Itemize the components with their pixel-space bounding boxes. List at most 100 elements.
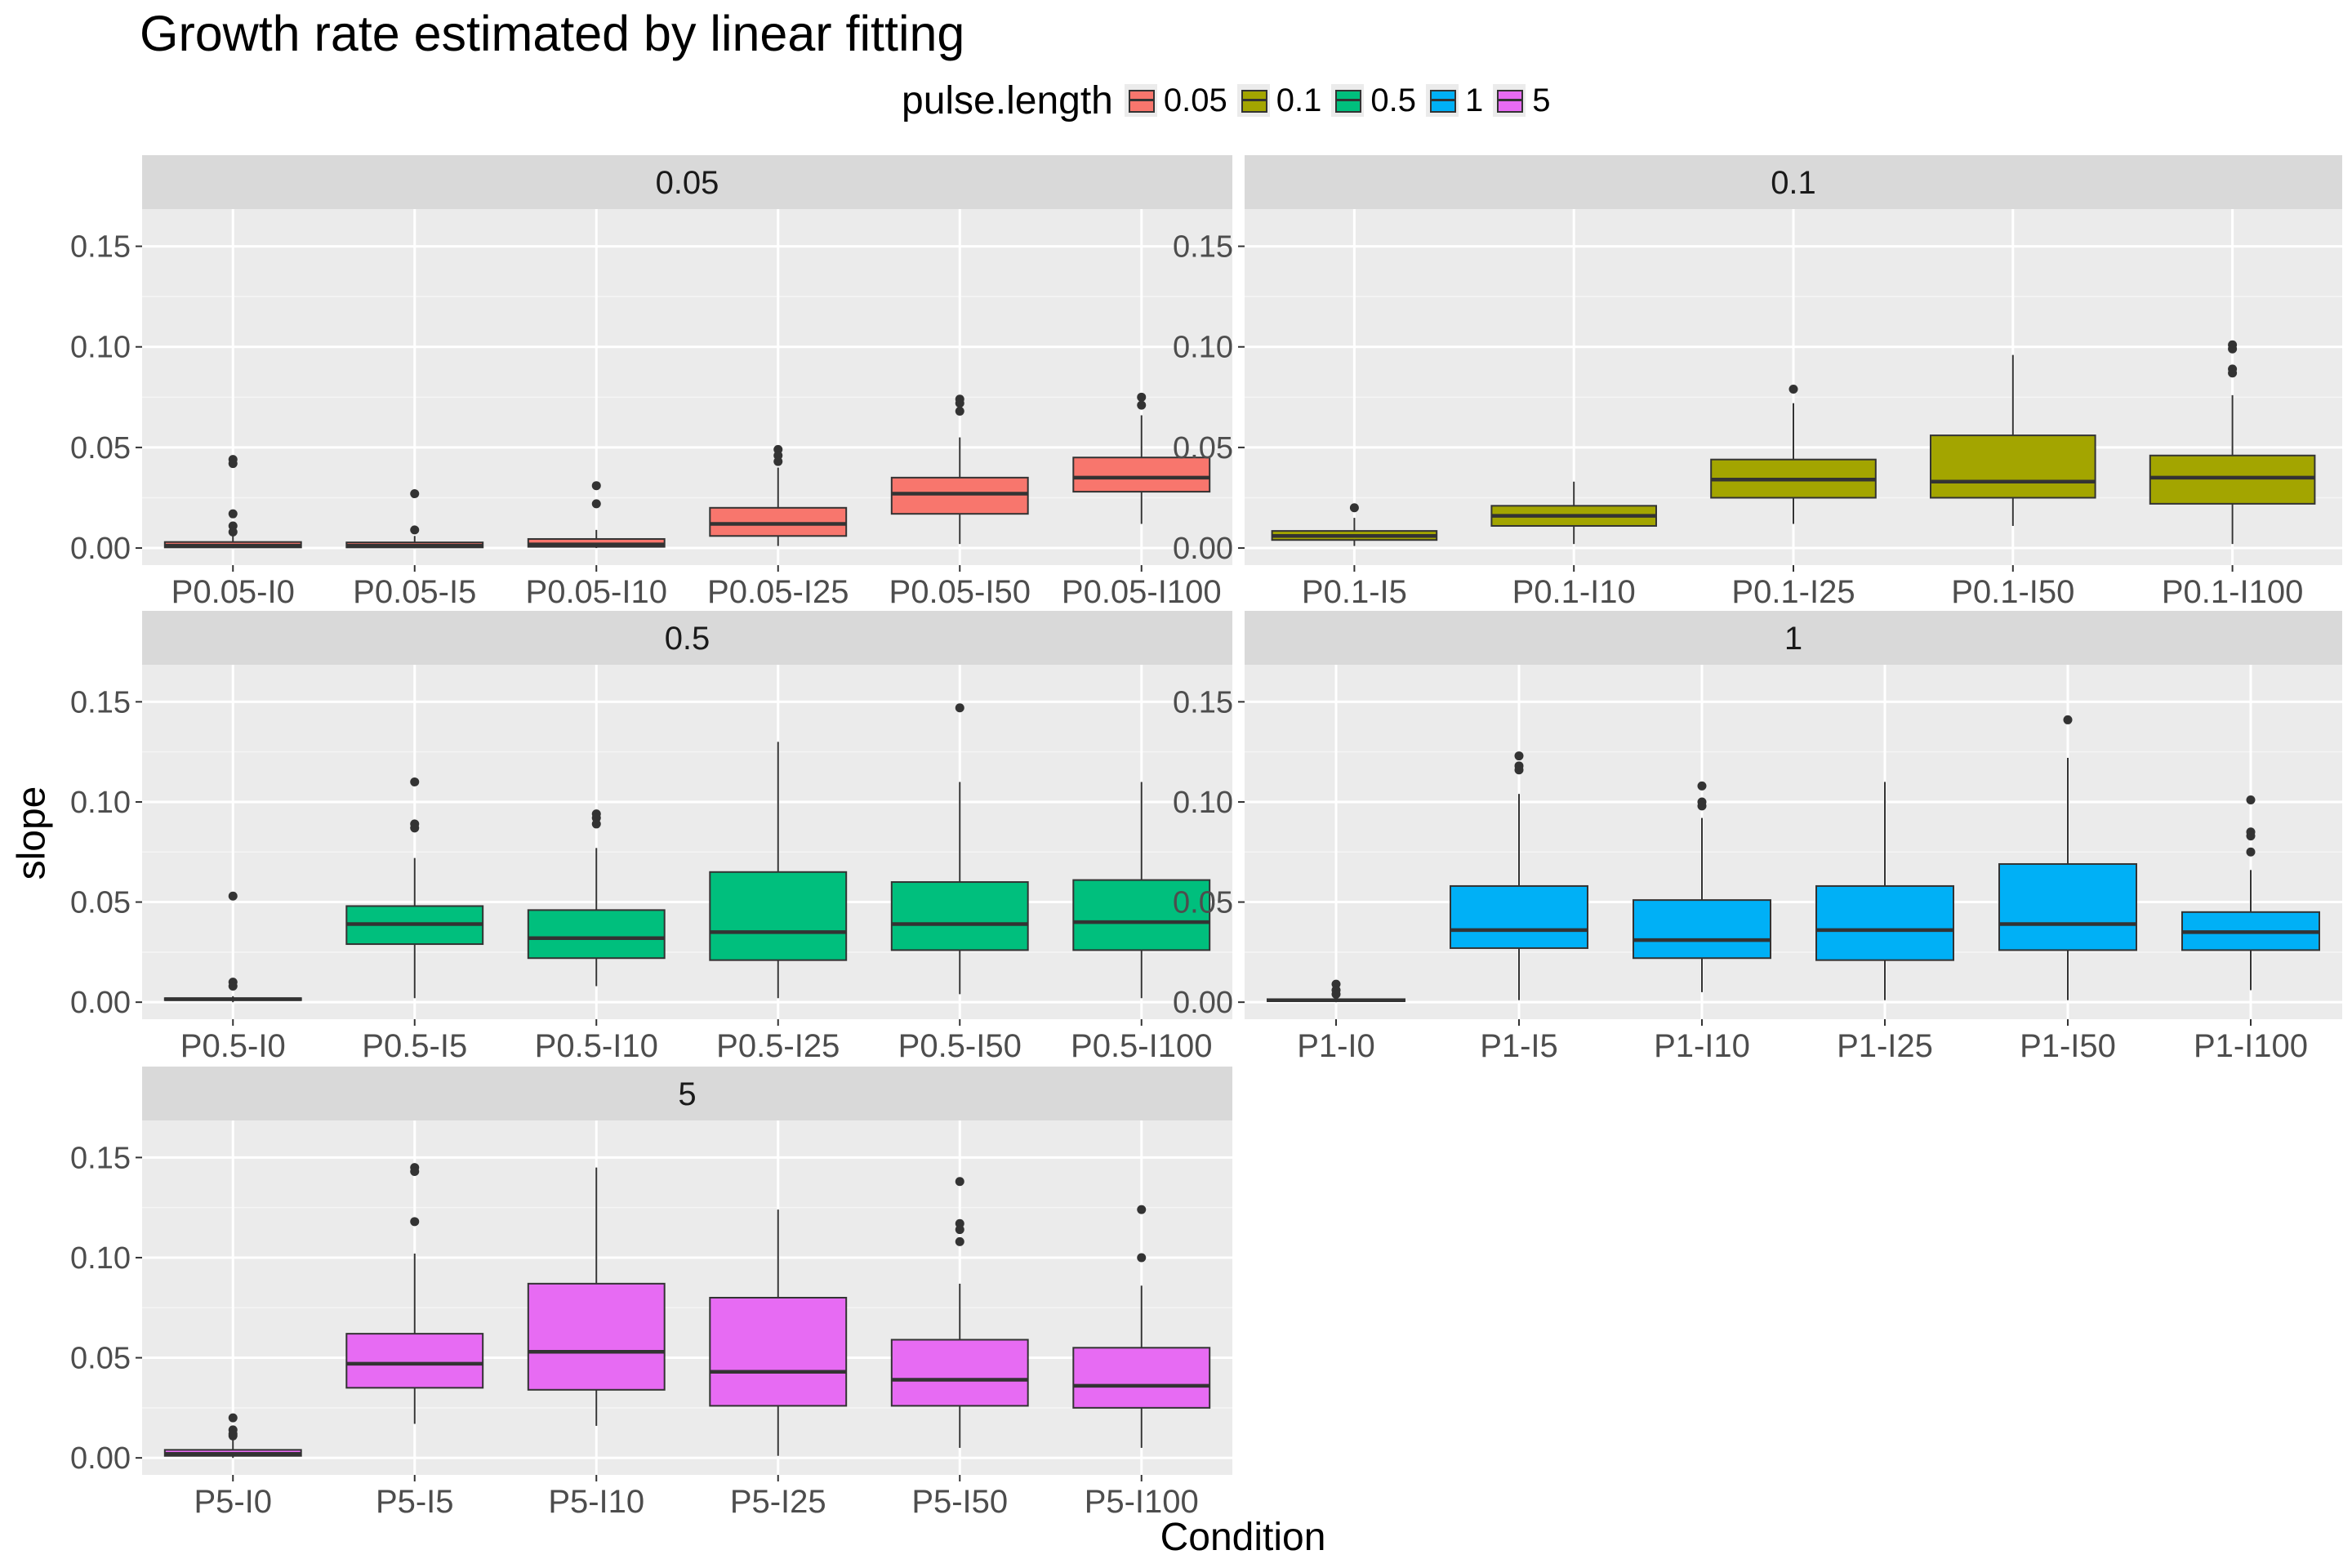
- box-body: [890, 881, 1029, 951]
- box: [1490, 481, 1658, 545]
- box: [1072, 392, 1211, 524]
- box: [1072, 782, 1211, 999]
- outlier-point: [228, 459, 238, 469]
- box: [345, 1163, 484, 1424]
- x-tick-label: P0.1-I5: [1302, 574, 1407, 610]
- outlier-point: [1137, 1205, 1147, 1214]
- x-tick-label: P5-I50: [911, 1484, 1008, 1520]
- outlier-point: [1137, 1253, 1147, 1263]
- y-tick-label: 0.15: [70, 1141, 131, 1175]
- outlier-point: [955, 399, 964, 408]
- outlier-point: [591, 481, 601, 491]
- x-tick-label: P0.5-I25: [716, 1028, 840, 1064]
- box: [163, 891, 302, 1003]
- box: [345, 777, 484, 999]
- x-tick-label: P1-I10: [1654, 1028, 1750, 1064]
- y-tick-label: 0.10: [1173, 331, 1233, 365]
- outlier-point: [2246, 831, 2256, 841]
- box: [163, 1413, 302, 1459]
- outlier-point: [228, 1431, 238, 1441]
- facet-panel: 5 0.00 0.05 0.10 0.15 P5-I0 P5-I5 P5-I10 P5-I25 P…: [70, 1067, 1232, 1520]
- outlier-point: [1697, 801, 1707, 811]
- x-tick-label: P1-I5: [1480, 1028, 1558, 1064]
- y-tick-label: 0.15: [70, 230, 131, 265]
- outlier-point: [2228, 368, 2238, 378]
- outlier-point: [1514, 751, 1524, 761]
- y-tick-label: 0.10: [70, 331, 131, 365]
- box: [345, 489, 484, 549]
- box: [1072, 1205, 1211, 1448]
- x-tick-label: P0.5-I5: [362, 1028, 467, 1064]
- outlier-point: [1514, 765, 1524, 775]
- legend-label: 1: [1464, 82, 1484, 118]
- x-tick-label: P0.05-I100: [1062, 574, 1222, 610]
- legend-key: [1331, 84, 1365, 117]
- legend-key: [1124, 84, 1157, 117]
- outlier-point: [955, 1225, 964, 1235]
- outlier-point: [228, 982, 238, 991]
- outlier-point: [591, 819, 601, 829]
- box-body: [1072, 879, 1211, 951]
- x-tick-label: P0.05-I25: [707, 574, 849, 610]
- box-body: [1450, 884, 1588, 949]
- y-tick-label: 0.00: [1173, 532, 1233, 566]
- legend-label: 0.1: [1276, 82, 1322, 118]
- panel-background: [142, 665, 1232, 1019]
- facet-strip: [1245, 611, 2342, 665]
- outlier-point: [2228, 344, 2238, 354]
- legend-key: [1425, 84, 1459, 117]
- x-tick-label: P5-I25: [730, 1484, 826, 1520]
- panel-background: [142, 209, 1232, 565]
- x-tick-label: P0.1-I10: [1512, 574, 1636, 610]
- x-tick-label: P0.1-I100: [2162, 574, 2303, 610]
- y-axis-title: slope: [10, 786, 54, 880]
- legend-label: 0.5: [1370, 82, 1416, 118]
- outlier-point: [410, 777, 420, 786]
- facet-strip-label: 0.05: [656, 165, 719, 201]
- outlier-point: [1697, 781, 1707, 791]
- box: [890, 394, 1029, 545]
- facet-panel: 0.05 0.00 0.05 0.10 0.15 P0.05-I0 P0.05-I5 P0.0…: [70, 155, 1232, 610]
- x-tick-label: P1-I100: [2194, 1028, 2308, 1064]
- facet-strip-label: 0.1: [1771, 165, 1816, 201]
- y-tick-label: 0.00: [70, 1441, 131, 1476]
- outlier-point: [228, 527, 238, 537]
- y-tick-label: 0.15: [1173, 685, 1233, 719]
- outlier-point: [955, 1177, 964, 1187]
- x-tick-label: P1-I0: [1297, 1028, 1375, 1064]
- box: [163, 455, 302, 549]
- x-tick-label: P1-I25: [1837, 1028, 1933, 1064]
- facet-strip: [142, 1067, 1232, 1120]
- outlier-point: [955, 407, 964, 416]
- legend-label: 5: [1532, 82, 1551, 118]
- panel-background: [142, 1120, 1232, 1475]
- box-body: [709, 506, 848, 537]
- box: [890, 1177, 1029, 1448]
- box-body: [1998, 862, 2137, 951]
- y-tick-label: 0.05: [70, 886, 131, 920]
- facet-panel: 0.5 0.00 0.05 0.10 0.15 P0.5-I0 P0.5-I5 P0.5-I1…: [70, 611, 1232, 1064]
- x-tick-label: P1-I50: [2020, 1028, 2116, 1064]
- facet-panel: 1 0.00 0.05 0.10 0.15 P1-I0 P1-I5 P1-I10 P1-I25 P…: [1173, 611, 2342, 1064]
- outlier-point: [228, 1413, 238, 1423]
- panel-background: [1245, 665, 2342, 1019]
- facet-strip-label: 5: [678, 1076, 696, 1112]
- facet-strip-label: 0.5: [665, 621, 710, 657]
- box: [1930, 354, 2096, 526]
- outlier-point: [410, 823, 420, 833]
- box: [709, 444, 848, 546]
- box-body: [890, 1339, 1029, 1407]
- legend-key: [1236, 84, 1270, 117]
- outlier-point: [1331, 989, 1341, 999]
- y-tick-label: 0.05: [70, 1342, 131, 1376]
- outlier-point: [410, 525, 420, 535]
- box: [709, 742, 848, 999]
- box-body: [709, 1297, 848, 1407]
- box-body: [527, 909, 666, 960]
- x-tick-label: P0.1-I50: [1951, 574, 2074, 610]
- box: [1267, 979, 1405, 1003]
- box: [709, 1209, 848, 1456]
- box: [527, 1167, 666, 1426]
- x-tick-label: P0.1-I25: [1731, 574, 1855, 610]
